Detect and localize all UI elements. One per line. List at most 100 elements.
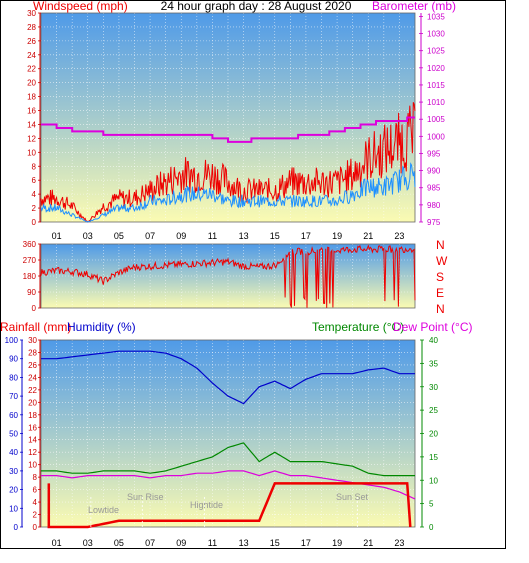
compass-label-n-top: N	[436, 238, 445, 252]
windspeed-tick-label: 12	[27, 134, 36, 143]
rain-tick-label: 12	[28, 448, 37, 457]
x-tick-label: 17	[301, 538, 311, 548]
windspeed-tick-label: 18	[27, 93, 36, 102]
x-tick-label: 23	[394, 538, 404, 548]
rain-tick-label: 28	[28, 348, 37, 357]
temperature-tick-label: 30	[429, 383, 438, 392]
x-tick-label: 11	[208, 231, 217, 241]
x-tick-label: 21	[363, 538, 373, 548]
windspeed-tick-label: 4	[32, 190, 37, 199]
rainfall-line	[47, 482, 412, 529]
barometer-tick-label: 985	[427, 184, 441, 193]
rain-tick-label: 2	[33, 511, 38, 520]
windspeed-tick-label: 22	[27, 65, 36, 74]
humidity-tick-label: 70	[9, 392, 18, 401]
direction-tick-label: 90	[27, 288, 36, 297]
axes-layer: 0101030305050707090911111313151517171919…	[5, 9, 446, 548]
rain-tick-label: 4	[33, 498, 38, 507]
chart-title: 24 hour graph day : 28 August 2020	[161, 0, 352, 13]
rain-tick-label: 0	[33, 523, 38, 532]
x-tick-label: 17	[301, 231, 311, 241]
x-tick-label: 13	[239, 231, 249, 241]
x-tick-label: 15	[270, 231, 280, 241]
compass-label-s: S	[436, 270, 444, 284]
barometer-tick-label: 1025	[427, 47, 445, 56]
windspeed-tick-label: 2	[32, 204, 37, 213]
panel-border	[40, 339, 416, 528]
average-wind-line	[40, 162, 416, 223]
x-tick-label: 13	[239, 538, 249, 548]
windspeed-tick-label: 24	[27, 51, 36, 60]
humidity-tick-label: 0	[14, 523, 19, 532]
event-sunset: Sun Set	[336, 492, 369, 502]
temperature-tick-label: 10	[429, 476, 438, 485]
direction-tick-label: 0	[32, 304, 37, 313]
barometer-tick-label: 990	[427, 167, 441, 176]
rain-tick-label: 10	[28, 461, 37, 470]
windspeed-tick-label: 20	[27, 79, 36, 88]
x-tick-label: 07	[145, 231, 155, 241]
x-tick-label: 01	[52, 538, 62, 548]
windspeed-tick-label: 30	[27, 9, 36, 18]
barometer-tick-label: 1005	[427, 115, 445, 124]
humidity-tick-label: 30	[9, 467, 18, 476]
humidity-tick-label: 20	[9, 486, 18, 495]
event-sunrise: Sun Rise	[127, 492, 164, 502]
compass-label-n-bottom: N	[436, 302, 445, 316]
windspeed-line	[40, 102, 416, 223]
humidity-tick-label: 10	[9, 504, 18, 513]
barometer-tick-label: 1030	[427, 30, 445, 39]
temperature-tick-label: 20	[429, 430, 438, 439]
temperature-tick-label: 40	[429, 336, 438, 345]
rain-tick-label: 24	[28, 373, 37, 382]
temperature-tick-label: 5	[429, 500, 434, 509]
barometer-axis-title: Barometer (mb)	[372, 0, 456, 13]
dewpoint-axis-title: Dew Point (°C)	[393, 320, 472, 334]
x-tick-label: 09	[176, 231, 186, 241]
humidity-tick-label: 50	[9, 430, 18, 439]
x-tick-label: 15	[270, 538, 280, 548]
x-tick-label: 05	[114, 231, 124, 241]
barometer-tick-label: 1035	[427, 12, 445, 21]
temperature-axis-title: Temperature (°C)	[312, 320, 404, 334]
barometer-tick-label: 1015	[427, 81, 445, 90]
barometer-tick-label: 1020	[427, 64, 445, 73]
humidity-axis-title: Humidity (%)	[67, 320, 136, 334]
rain-tick-label: 30	[28, 336, 37, 345]
event-hightide: Hightide	[190, 500, 223, 510]
event-lowtide: Lowtide	[88, 505, 119, 515]
x-tick-label: 03	[83, 231, 93, 241]
rain-tick-label: 22	[28, 386, 37, 395]
rain-tick-label: 18	[28, 411, 37, 420]
windspeed-tick-label: 0	[32, 218, 37, 227]
rain-tick-label: 6	[33, 486, 38, 495]
barometer-tick-label: 975	[427, 218, 441, 227]
humidity-tick-label: 60	[9, 411, 18, 420]
compass-label-e: E	[436, 286, 444, 300]
temperature-tick-label: 15	[429, 453, 438, 462]
windspeed-tick-label: 16	[27, 107, 36, 116]
x-tick-label: 21	[363, 231, 373, 241]
temperature-tick-label: 25	[429, 406, 438, 415]
barometer-tick-label: 1000	[427, 132, 445, 141]
x-tick-label: 07	[145, 538, 155, 548]
rain-tick-label: 20	[28, 398, 37, 407]
humidity-tick-label: 80	[9, 373, 18, 382]
windspeed-axis-title: Windspeed (mph)	[33, 0, 128, 13]
humidity-tick-label: 40	[9, 448, 18, 457]
rain-tick-label: 14	[28, 436, 37, 445]
barometer-tick-label: 1010	[427, 98, 445, 107]
series-layer	[40, 102, 416, 529]
windspeed-tick-label: 26	[27, 37, 36, 46]
humidity-tick-label: 100	[5, 336, 19, 345]
rainfall-axis-title: Rainfall (mm)	[0, 320, 71, 334]
direction-tick-label: 180	[23, 272, 37, 281]
temperature-tick-label: 0	[429, 523, 434, 532]
x-tick-label: 09	[176, 538, 186, 548]
windspeed-tick-label: 8	[32, 162, 37, 171]
humidity-tick-label: 90	[9, 355, 18, 364]
x-tick-label: 11	[208, 538, 217, 548]
x-tick-label: 01	[52, 231, 62, 241]
direction-tick-label: 270	[23, 256, 37, 265]
